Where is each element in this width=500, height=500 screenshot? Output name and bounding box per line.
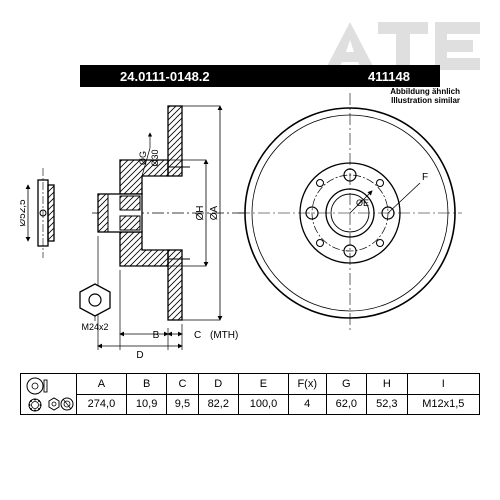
brake-pad-side <box>38 168 54 258</box>
nut-icon: M24x2 <box>80 284 110 332</box>
val-E: 100,0 <box>239 394 289 415</box>
front-view: ØE F <box>238 93 462 333</box>
part-number: 24.0111-0148.2 <box>80 69 368 84</box>
col-C: C <box>167 374 198 395</box>
val-I: M12x1,5 <box>407 394 479 415</box>
col-A: A <box>77 374 127 395</box>
val-D: 82,2 <box>198 394 239 415</box>
table-value-row: 274,0 10,9 9,5 82,2 100,0 4 62,0 52,3 M1… <box>21 394 480 415</box>
col-G: G <box>326 374 367 395</box>
table-header-row: A B C D E F(x) G H I <box>21 374 480 395</box>
val-A: 274,0 <box>77 394 127 415</box>
val-C: 9,5 <box>167 394 198 415</box>
svg-text:C: C <box>194 330 201 341</box>
svg-text:ØE: ØE <box>356 198 369 208</box>
val-H: 52,3 <box>367 394 408 415</box>
svg-text:ØG: ØG <box>138 151 148 165</box>
svg-text:Ø30: Ø30 <box>150 149 160 166</box>
icon-cell <box>21 374 77 415</box>
col-I: I <box>407 374 479 395</box>
col-D: D <box>198 374 239 395</box>
val-B: 10,9 <box>126 394 167 415</box>
col-F: F(x) <box>288 374 326 395</box>
svg-text:(MTH): (MTH) <box>210 330 238 341</box>
col-B: B <box>126 374 167 395</box>
dimension-table: A B C D E F(x) G H I 274,0 10,9 9,5 82,2… <box>20 373 480 415</box>
val-G: 62,0 <box>326 394 367 415</box>
val-F: 4 <box>288 394 326 415</box>
short-number: 411148 <box>368 69 440 84</box>
col-E: E <box>239 374 289 395</box>
technical-drawing: Ø52,5 ØA ØH ØG Ø30 B C (MTH) D <box>20 88 480 368</box>
svg-text:ØH: ØH <box>195 206 206 221</box>
svg-text:M24x2: M24x2 <box>81 322 108 332</box>
svg-text:B: B <box>153 330 160 341</box>
col-H: H <box>367 374 408 395</box>
svg-text:D: D <box>136 350 143 361</box>
header-bar: 24.0111-0148.2 411148 <box>80 65 440 87</box>
dim-52-5: Ø52,5 <box>20 199 28 227</box>
svg-text:F: F <box>422 172 428 183</box>
svg-text:ØA: ØA <box>209 205 220 220</box>
